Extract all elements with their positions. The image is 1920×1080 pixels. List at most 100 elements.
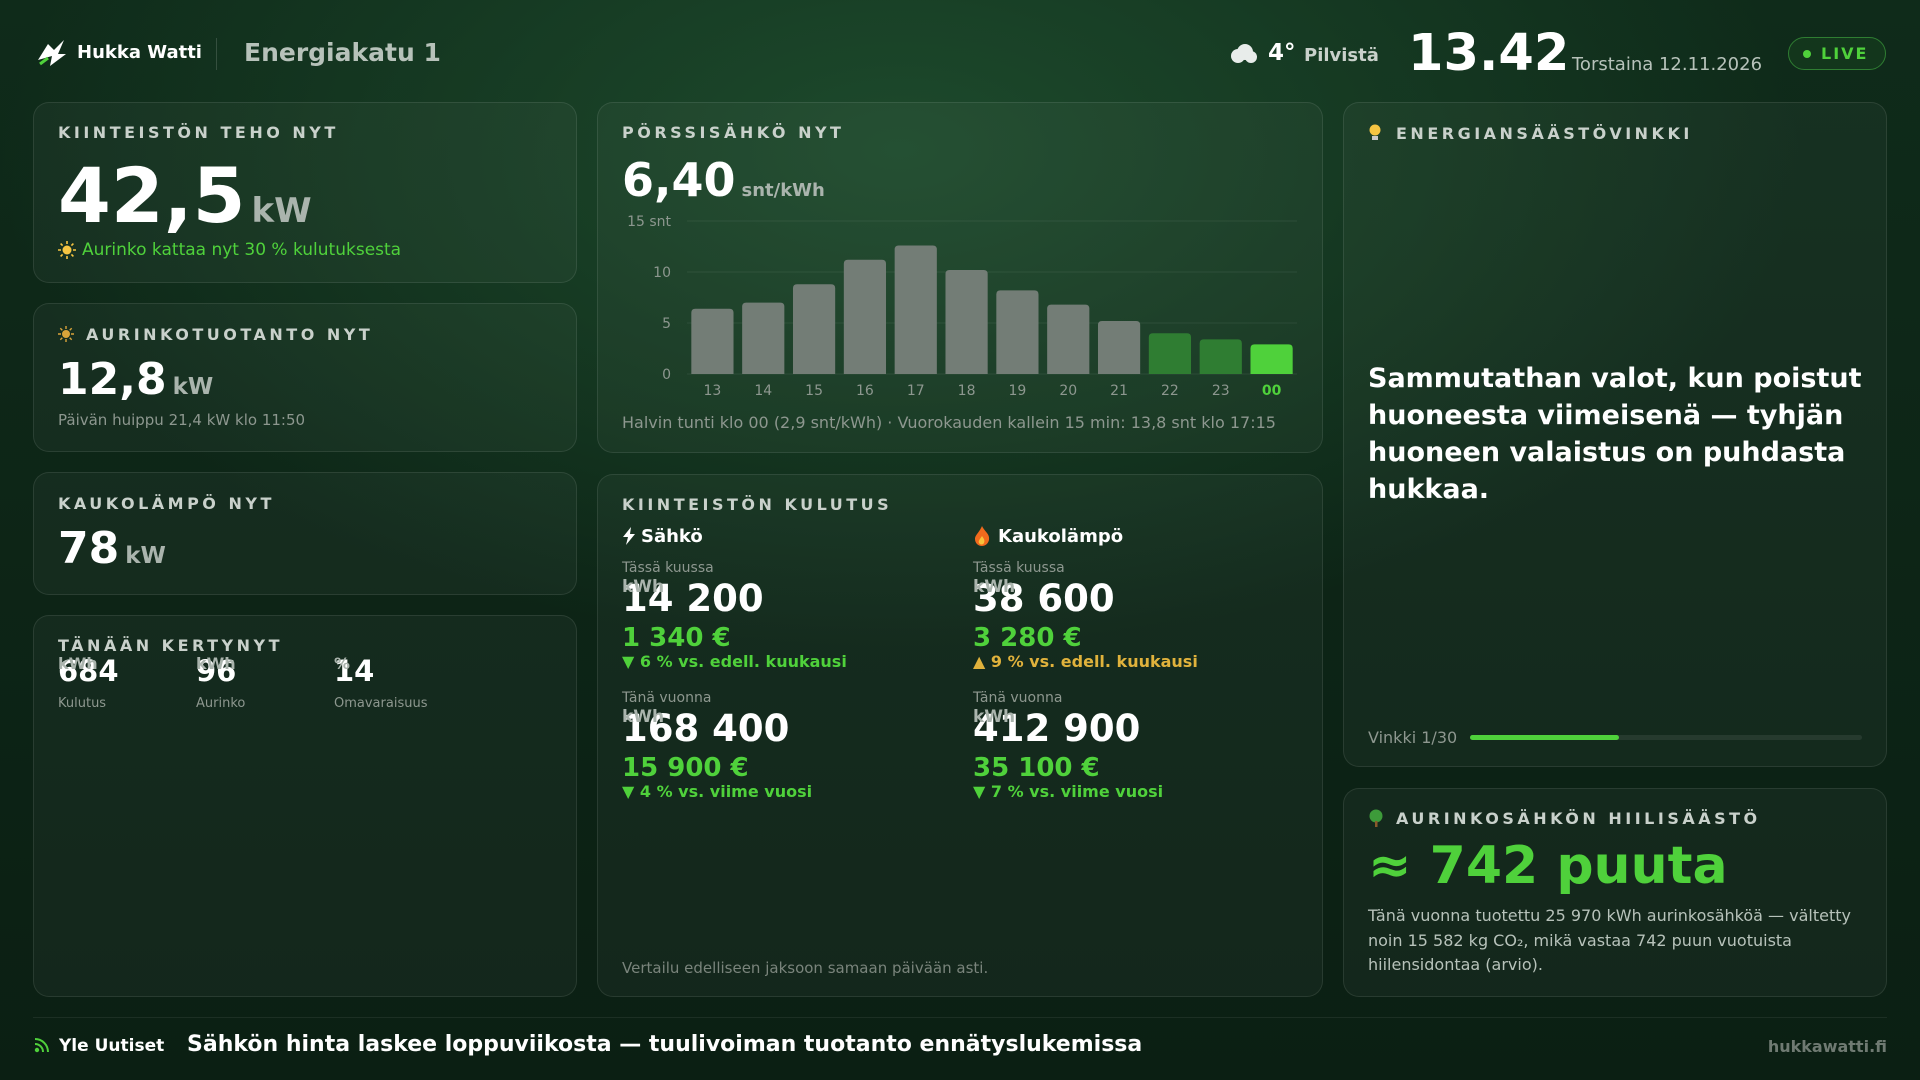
card-title: AURINKOTUOTANTO NYT xyxy=(86,325,374,344)
bar xyxy=(691,308,734,374)
x-tick-label: 20 xyxy=(1059,383,1077,399)
value: 412 900 xyxy=(973,707,1141,750)
cost: 3 280 € xyxy=(973,623,1082,653)
x-tick-label: 00 xyxy=(1262,383,1282,399)
value-row: 42,5 kW xyxy=(58,151,312,240)
live-dot xyxy=(1803,50,1811,58)
flame-icon xyxy=(975,526,990,546)
y-tick-label: 0 xyxy=(662,367,671,383)
unit: kW xyxy=(125,543,166,569)
rss-icon xyxy=(34,1038,49,1053)
unit: kW xyxy=(172,374,214,400)
value-row: 12,8 kW xyxy=(58,354,213,405)
consumption-card: KIINTEISTÖN KULUTUS Sähkö Tässä kuussa 14 … xyxy=(597,474,1323,997)
value-row: 6,40 snt/kWh xyxy=(622,153,825,207)
card-title: AURINKOSÄHKÖN HIILISÄÄSTÖ xyxy=(1396,809,1761,828)
stat-unit: kWh xyxy=(58,654,98,673)
bulb-icon xyxy=(1369,124,1381,140)
news-headline: Sähkön hinta laskee loppuviikosta — tuul… xyxy=(187,1032,1143,1057)
x-tick-label: 15 xyxy=(805,383,823,399)
value: 78 xyxy=(58,523,120,574)
progress-track xyxy=(1470,735,1862,740)
card-title: TÄNÄÄN KERTYNYT xyxy=(58,636,283,655)
bar xyxy=(1199,339,1242,374)
bar xyxy=(792,284,836,374)
cost: 1 340 € xyxy=(622,623,731,653)
clock: 13.42 xyxy=(1408,24,1570,83)
unit: kWh xyxy=(622,707,665,727)
stat-value: 96 xyxy=(196,654,237,688)
logo xyxy=(38,40,66,66)
value-row: 78 kW xyxy=(58,523,166,574)
sun-icon xyxy=(58,241,76,259)
stat-unit: kWh xyxy=(196,654,236,673)
unit: snt/kWh xyxy=(741,180,825,201)
footer-divider xyxy=(33,1017,1887,1018)
bar xyxy=(894,245,937,374)
y-tick-label: 10 xyxy=(653,265,671,281)
tree-icon xyxy=(1369,809,1383,827)
bolt-icon xyxy=(623,527,635,545)
site: hukkawatti.fi xyxy=(1767,1037,1887,1056)
power-card: KIINTEISTÖN TEHO NYT 42,5 kW Aurinko katt… xyxy=(33,102,577,283)
stat-value: 684 xyxy=(58,654,119,688)
card-title: PÖRSSISÄHKÖ NYT xyxy=(622,123,845,142)
live-status: LIVE xyxy=(1821,44,1869,63)
temperature: 4° xyxy=(1268,40,1296,66)
period-label: Tässä kuussa xyxy=(973,560,1065,576)
location: Energiakatu 1 xyxy=(244,38,441,67)
stat-label: Aurinko xyxy=(196,696,246,711)
value: 14 200 xyxy=(622,577,764,620)
value: 168 400 xyxy=(622,707,790,750)
value: 12,8 xyxy=(58,354,167,405)
y-tick-label: 5 xyxy=(662,316,671,332)
price-card: PÖRSSISÄHKÖ NYT 6,40 snt/kWh 0 5 10 15 snt 13… xyxy=(597,102,1323,453)
x-tick-label: 14 xyxy=(754,383,772,399)
change: ▼ 6 % vs. edell. kuukausi xyxy=(622,652,847,671)
x-tick-label: 18 xyxy=(958,383,976,399)
sun-icon xyxy=(58,326,74,342)
bar xyxy=(843,259,887,374)
change: ▼ 4 % vs. viime vuosi xyxy=(622,782,813,801)
value: 6,40 xyxy=(622,153,736,207)
stat-value: 14 xyxy=(334,654,375,688)
bar xyxy=(1148,333,1192,374)
period-label: Tässä kuussa xyxy=(622,560,714,576)
news-source: Yle Uutiset xyxy=(59,1036,165,1056)
x-tick-label: 13 xyxy=(704,383,722,399)
description: Tänä vuonna tuotettu 25 970 kWh aurinkos… xyxy=(1368,906,1851,974)
x-tick-label: 19 xyxy=(1009,383,1027,399)
tip-card: ENERGIANSÄÄSTÖVINKKI Sammutathan valot, … xyxy=(1343,102,1887,767)
x-tick-label: 21 xyxy=(1110,383,1128,399)
card-title: KIINTEISTÖN KULUTUS xyxy=(622,495,893,514)
change: ▼ 7 % vs. viime vuosi xyxy=(973,782,1164,801)
divider xyxy=(216,38,217,70)
cost: 15 900 € xyxy=(622,753,749,783)
value: ≈ 742 puuta xyxy=(1368,836,1728,896)
stat-label: Omavaraisuus xyxy=(334,696,428,711)
brand: Hukka Watti xyxy=(77,42,202,63)
tip-text: Sammutathan valot, kun poistut huoneesta… xyxy=(1368,363,1862,505)
change: ▲ 9 % vs. edell. kuukausi xyxy=(973,652,1198,671)
x-tick-label: 22 xyxy=(1161,383,1179,399)
value: 42,5 xyxy=(58,151,246,240)
cloud-icon xyxy=(1231,44,1257,63)
bar xyxy=(945,269,988,374)
bar xyxy=(742,302,785,374)
cost: 35 100 € xyxy=(973,753,1100,783)
bar xyxy=(996,290,1039,374)
condition: Pilvistä xyxy=(1304,45,1379,66)
today-card: TÄNÄÄN KERTYNYT 684 kWh Kulutus 96 kWh Aurink… xyxy=(33,615,577,997)
stat-unit: % xyxy=(334,654,351,673)
carbon-card: AURINKOSÄHKÖN HIILISÄÄSTÖ ≈ 742 puuta Tä… xyxy=(1343,788,1887,997)
district-heat-card: KAUKOLÄMPÖ NYT 78 kW xyxy=(33,472,577,595)
caption: Halvin tunti klo 00 (2,9 snt/kWh) · Vuor… xyxy=(622,413,1276,432)
card-title: ENERGIANSÄÄSTÖVINKKI xyxy=(1396,124,1693,143)
note: Päivän huippu 21,4 kW klo 11:50 xyxy=(58,411,306,429)
progress-fill xyxy=(1470,735,1619,740)
bar xyxy=(1047,304,1090,374)
x-tick-label: 23 xyxy=(1212,383,1230,399)
y-tick-label: 15 snt xyxy=(627,214,671,230)
stat-label: Kulutus xyxy=(58,696,107,711)
